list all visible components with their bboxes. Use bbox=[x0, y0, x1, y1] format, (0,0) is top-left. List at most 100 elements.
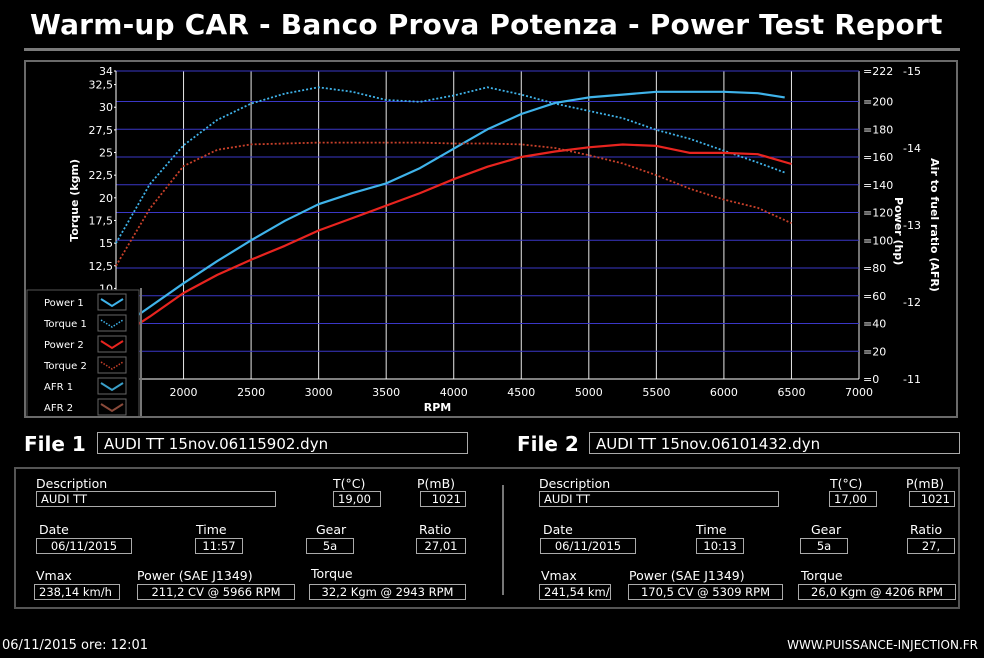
p1-temp-label: T(°C) bbox=[333, 476, 366, 491]
legend-swatch-box-0 bbox=[97, 293, 127, 311]
torque-tick-label-9: 12,5 bbox=[89, 260, 114, 273]
p2-power-label: Power (SAE J1349) bbox=[629, 568, 745, 583]
y-axis-label-torque: Torque (kgm) bbox=[68, 159, 81, 242]
legend-swatch-box-2 bbox=[97, 335, 127, 353]
page-title: Warm-up CAR - Banco Prova Potenza - Powe… bbox=[30, 8, 943, 41]
file1-label: File 1 bbox=[24, 432, 86, 456]
legend-label-3: Torque 2 bbox=[43, 361, 87, 372]
x-tick-label-6: 4500 bbox=[507, 386, 535, 399]
y-axis-label-power: Power (hp) bbox=[892, 197, 905, 265]
p2-description-label: Description bbox=[539, 476, 611, 491]
series-line-power-1 bbox=[115, 90, 785, 332]
power-tick-label-8: =60 bbox=[863, 290, 886, 303]
afr-tick-label-0: -15 bbox=[903, 65, 921, 78]
p2-vmax-label: Vmax bbox=[541, 568, 577, 583]
torque-tick-label-5: 22,5 bbox=[89, 169, 114, 182]
torque-tick-label-4: 25 bbox=[99, 147, 113, 160]
p1-pressure-label: P(mB) bbox=[417, 476, 456, 491]
legend-swatch-5 bbox=[100, 403, 124, 413]
p2-gear-label: Gear bbox=[811, 522, 842, 537]
legend-label-5: AFR 2 bbox=[44, 403, 73, 414]
p2-time-value: 10:13 bbox=[696, 538, 744, 554]
p2-time-label: Time bbox=[696, 522, 727, 537]
afr-tick-label-1: -14 bbox=[903, 142, 921, 155]
torque-tick-label-8: 15 bbox=[99, 237, 113, 250]
p1-torque-label: Torque bbox=[311, 566, 353, 581]
x-axis-label: RPM bbox=[424, 401, 451, 414]
title-divider bbox=[24, 48, 960, 51]
p1-time-value: 11:57 bbox=[195, 538, 243, 554]
x-tick-label-9: 6000 bbox=[710, 386, 738, 399]
legend-label-4: AFR 1 bbox=[44, 382, 73, 393]
p2-temp-label: T(°C) bbox=[830, 476, 863, 491]
legend-swatch-4 bbox=[100, 382, 124, 392]
p2-date-value: 06/11/2015 bbox=[540, 538, 636, 554]
file2-label: File 2 bbox=[517, 432, 579, 456]
p1-gear-label: Gear bbox=[316, 522, 347, 537]
power-tick-label-5: =120 bbox=[863, 207, 893, 220]
p2-ratio-label: Ratio bbox=[910, 522, 943, 537]
x-tick-label-2: 2500 bbox=[237, 386, 265, 399]
legend-label-2: Power 2 bbox=[44, 340, 84, 351]
p1-temp-value: 19,00 bbox=[333, 491, 381, 507]
power-tick-label-6: =100 bbox=[863, 234, 893, 247]
power-tick-label-0: =222 bbox=[863, 65, 893, 78]
p2-pressure-value: 1021 bbox=[909, 491, 955, 507]
power-tick-label-7: =80 bbox=[863, 262, 886, 275]
p1-date-label: Date bbox=[39, 522, 69, 537]
legend-swatch-box-5 bbox=[97, 398, 127, 416]
p1-description-label: Description bbox=[36, 476, 108, 491]
y-axis-label-afr: Air to fuel ratio (AFR) bbox=[928, 158, 941, 292]
power-tick-label-3: =160 bbox=[863, 151, 893, 164]
p1-pressure-value: 1021 bbox=[420, 491, 466, 507]
torque-tick-label-6: 20 bbox=[99, 192, 113, 205]
p2-pressure-label: P(mB) bbox=[906, 476, 945, 491]
legend-swatch-0 bbox=[100, 298, 124, 308]
p1-description-value: AUDI TT bbox=[36, 491, 276, 507]
p1-vmax-value: 238,14 km/h bbox=[34, 584, 120, 600]
torque-tick-label-1: 32,5 bbox=[89, 79, 114, 92]
power-tick-label-4: =140 bbox=[863, 179, 893, 192]
x-tick-label-7: 5000 bbox=[575, 386, 603, 399]
legend-swatch-1 bbox=[100, 319, 124, 328]
p1-date-value: 06/11/2015 bbox=[36, 538, 132, 554]
torque-tick-label-3: 27,5 bbox=[89, 124, 114, 137]
p1-ratio-value: 27,01 bbox=[416, 538, 466, 554]
legend-label-0: Power 1 bbox=[44, 298, 84, 309]
series-line-torque-2 bbox=[115, 141, 792, 267]
power-tick-label-9: =40 bbox=[863, 318, 886, 331]
legend-box bbox=[26, 289, 140, 419]
power-tick-label-2: =180 bbox=[863, 123, 893, 136]
p2-temp-value: 17,00 bbox=[829, 491, 877, 507]
legend-swatch-3 bbox=[100, 361, 124, 370]
torque-tick-label-2: 30 bbox=[99, 101, 113, 114]
footer-datetime: 06/11/2015 ore: 12:01 bbox=[2, 638, 149, 653]
file1-name: AUDI TT 15nov.06115902.dyn bbox=[97, 432, 468, 454]
p2-date-label: Date bbox=[543, 522, 573, 537]
power-tick-label-1: =200 bbox=[863, 96, 893, 109]
p2-vmax-value: 241,54 km/ bbox=[539, 584, 611, 600]
series-line-power-2 bbox=[115, 143, 792, 340]
legend-swatch-box-4 bbox=[97, 377, 127, 395]
chart-svg: 1500200025003000350040004500500055006000… bbox=[26, 65, 941, 419]
legend-swatch-box-1 bbox=[97, 314, 127, 332]
power-tick-label-10: =20 bbox=[863, 345, 886, 358]
p2-description-value: AUDI TT bbox=[539, 491, 779, 507]
legend-label-1: Torque 1 bbox=[43, 319, 87, 330]
footer-url[interactable]: WWW.PUISSANCE-INJECTION.FR bbox=[787, 638, 978, 652]
p1-ratio-label: Ratio bbox=[419, 522, 452, 537]
x-tick-label-1: 2000 bbox=[170, 386, 198, 399]
torque-tick-label-0: 34 bbox=[99, 65, 113, 78]
torque-tick-label-7: 17,5 bbox=[89, 214, 114, 227]
legend-swatch-2 bbox=[100, 340, 124, 350]
x-tick-label-10: 6500 bbox=[777, 386, 805, 399]
panel-separator bbox=[502, 485, 504, 595]
p1-vmax-label: Vmax bbox=[36, 568, 72, 583]
series-line-torque-1 bbox=[115, 86, 786, 244]
afr-tick-label-4: -11 bbox=[903, 373, 921, 386]
p2-torque-label: Torque bbox=[801, 568, 843, 583]
x-tick-label-3: 3000 bbox=[305, 386, 333, 399]
afr-tick-label-3: -12 bbox=[903, 296, 921, 309]
p2-ratio-value: 27, bbox=[907, 538, 955, 554]
p1-time-label: Time bbox=[196, 522, 227, 537]
